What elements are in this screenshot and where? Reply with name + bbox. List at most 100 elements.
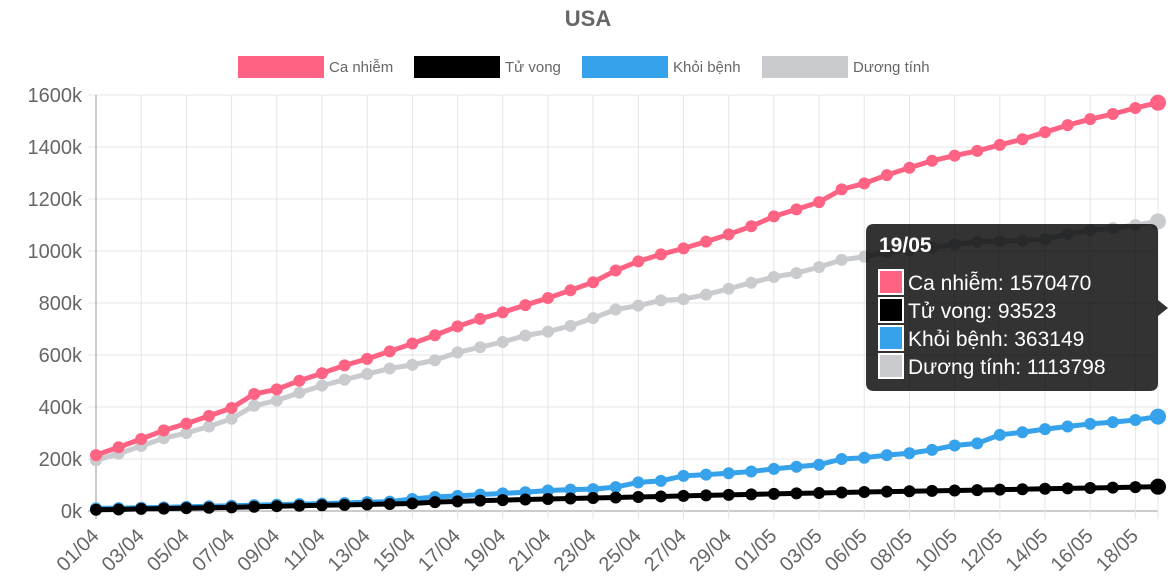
data-point[interactable] <box>564 284 577 297</box>
data-point[interactable] <box>90 503 102 516</box>
data-point[interactable] <box>858 486 871 499</box>
data-point[interactable] <box>270 383 283 396</box>
data-point[interactable] <box>677 469 690 482</box>
data-point[interactable] <box>157 424 170 437</box>
data-point[interactable] <box>632 255 645 268</box>
data-point[interactable] <box>338 498 351 511</box>
data-point[interactable] <box>948 439 961 452</box>
data-point[interactable] <box>225 501 238 514</box>
data-point[interactable] <box>248 388 261 400</box>
data-point[interactable] <box>790 267 803 280</box>
data-point[interactable] <box>948 149 961 162</box>
data-point[interactable] <box>654 248 667 261</box>
data-point[interactable] <box>541 493 554 506</box>
data-point[interactable] <box>225 412 238 425</box>
data-point[interactable] <box>361 352 374 365</box>
data-point[interactable] <box>722 228 735 241</box>
data-point[interactable] <box>587 276 600 289</box>
data-point[interactable] <box>428 354 441 367</box>
data-point[interactable] <box>903 161 916 174</box>
data-point[interactable] <box>609 303 622 316</box>
data-point[interactable] <box>496 306 509 319</box>
data-point[interactable] <box>1039 482 1052 495</box>
data-point[interactable] <box>700 235 713 248</box>
data-point[interactable] <box>654 490 667 503</box>
data-point[interactable] <box>745 220 758 233</box>
data-point[interactable] <box>926 484 939 497</box>
data-point[interactable] <box>541 325 554 338</box>
data-point[interactable] <box>1084 417 1097 430</box>
data-point[interactable] <box>722 488 735 501</box>
data-point[interactable] <box>813 487 826 500</box>
data-point[interactable] <box>451 320 464 333</box>
data-point[interactable] <box>654 474 667 487</box>
data-point[interactable] <box>971 437 984 450</box>
data-point[interactable] <box>609 264 622 277</box>
data-point[interactable] <box>383 345 396 358</box>
legend-item-ca-nhiem[interactable]: Ca nhiễm <box>238 56 393 78</box>
data-point[interactable] <box>90 449 102 462</box>
data-point[interactable] <box>112 503 125 516</box>
data-point[interactable] <box>451 346 464 359</box>
data-point[interactable] <box>971 144 984 157</box>
data-point[interactable] <box>293 499 306 512</box>
data-point[interactable] <box>700 489 713 502</box>
data-point[interactable] <box>993 483 1006 496</box>
data-point[interactable] <box>406 337 419 350</box>
data-point[interactable] <box>790 460 803 473</box>
data-point[interactable] <box>1106 481 1119 494</box>
data-point[interactable] <box>157 502 170 515</box>
data-point[interactable] <box>428 496 441 509</box>
data-point[interactable] <box>632 490 645 503</box>
data-point[interactable] <box>858 451 871 464</box>
data-point[interactable] <box>835 183 848 196</box>
data-point[interactable] <box>315 367 328 380</box>
data-point[interactable] <box>722 467 735 480</box>
data-point[interactable] <box>1016 483 1029 496</box>
data-point[interactable] <box>880 485 893 498</box>
data-point[interactable] <box>587 492 600 504</box>
data-point[interactable] <box>813 261 826 274</box>
data-point[interactable] <box>315 379 328 392</box>
data-point[interactable] <box>406 497 419 510</box>
data-point[interactable] <box>248 500 261 513</box>
data-point[interactable] <box>383 362 396 375</box>
data-point[interactable] <box>474 494 487 507</box>
data-point[interactable] <box>1061 119 1074 132</box>
data-point[interactable] <box>361 367 374 380</box>
data-point[interactable] <box>1129 481 1142 494</box>
data-point[interactable] <box>971 484 984 497</box>
data-point[interactable] <box>315 499 328 512</box>
data-point[interactable] <box>813 196 826 209</box>
data-point[interactable] <box>1039 126 1052 139</box>
data-point[interactable] <box>609 491 622 504</box>
data-point[interactable] <box>632 299 645 312</box>
data-point[interactable] <box>767 487 780 500</box>
data-point[interactable] <box>858 177 871 190</box>
data-point[interactable] <box>880 449 893 462</box>
legend-item-khoi-benh[interactable]: Khỏi bệnh <box>582 56 741 78</box>
data-point[interactable] <box>180 502 193 515</box>
data-point[interactable] <box>270 394 283 407</box>
legend-item-tu-vong[interactable]: Tử vong <box>414 56 561 78</box>
data-point[interactable] <box>767 462 780 475</box>
data-point[interactable] <box>1084 481 1097 494</box>
data-point[interactable] <box>541 484 554 497</box>
data-point[interactable] <box>202 501 215 514</box>
data-point[interactable] <box>1150 94 1166 111</box>
data-point[interactable] <box>587 312 600 325</box>
data-point[interactable] <box>903 485 916 498</box>
data-point[interactable] <box>767 271 780 283</box>
data-point[interactable] <box>1150 408 1166 425</box>
data-point[interactable] <box>338 359 351 372</box>
data-point[interactable] <box>587 483 600 496</box>
data-point[interactable] <box>722 282 735 295</box>
data-point[interactable] <box>541 292 554 305</box>
data-point[interactable] <box>564 492 577 505</box>
data-point[interactable] <box>248 399 261 412</box>
data-point[interactable] <box>451 495 464 508</box>
data-point[interactable] <box>474 341 487 354</box>
data-point[interactable] <box>519 493 532 506</box>
data-point[interactable] <box>1016 426 1029 439</box>
data-point[interactable] <box>677 293 690 306</box>
